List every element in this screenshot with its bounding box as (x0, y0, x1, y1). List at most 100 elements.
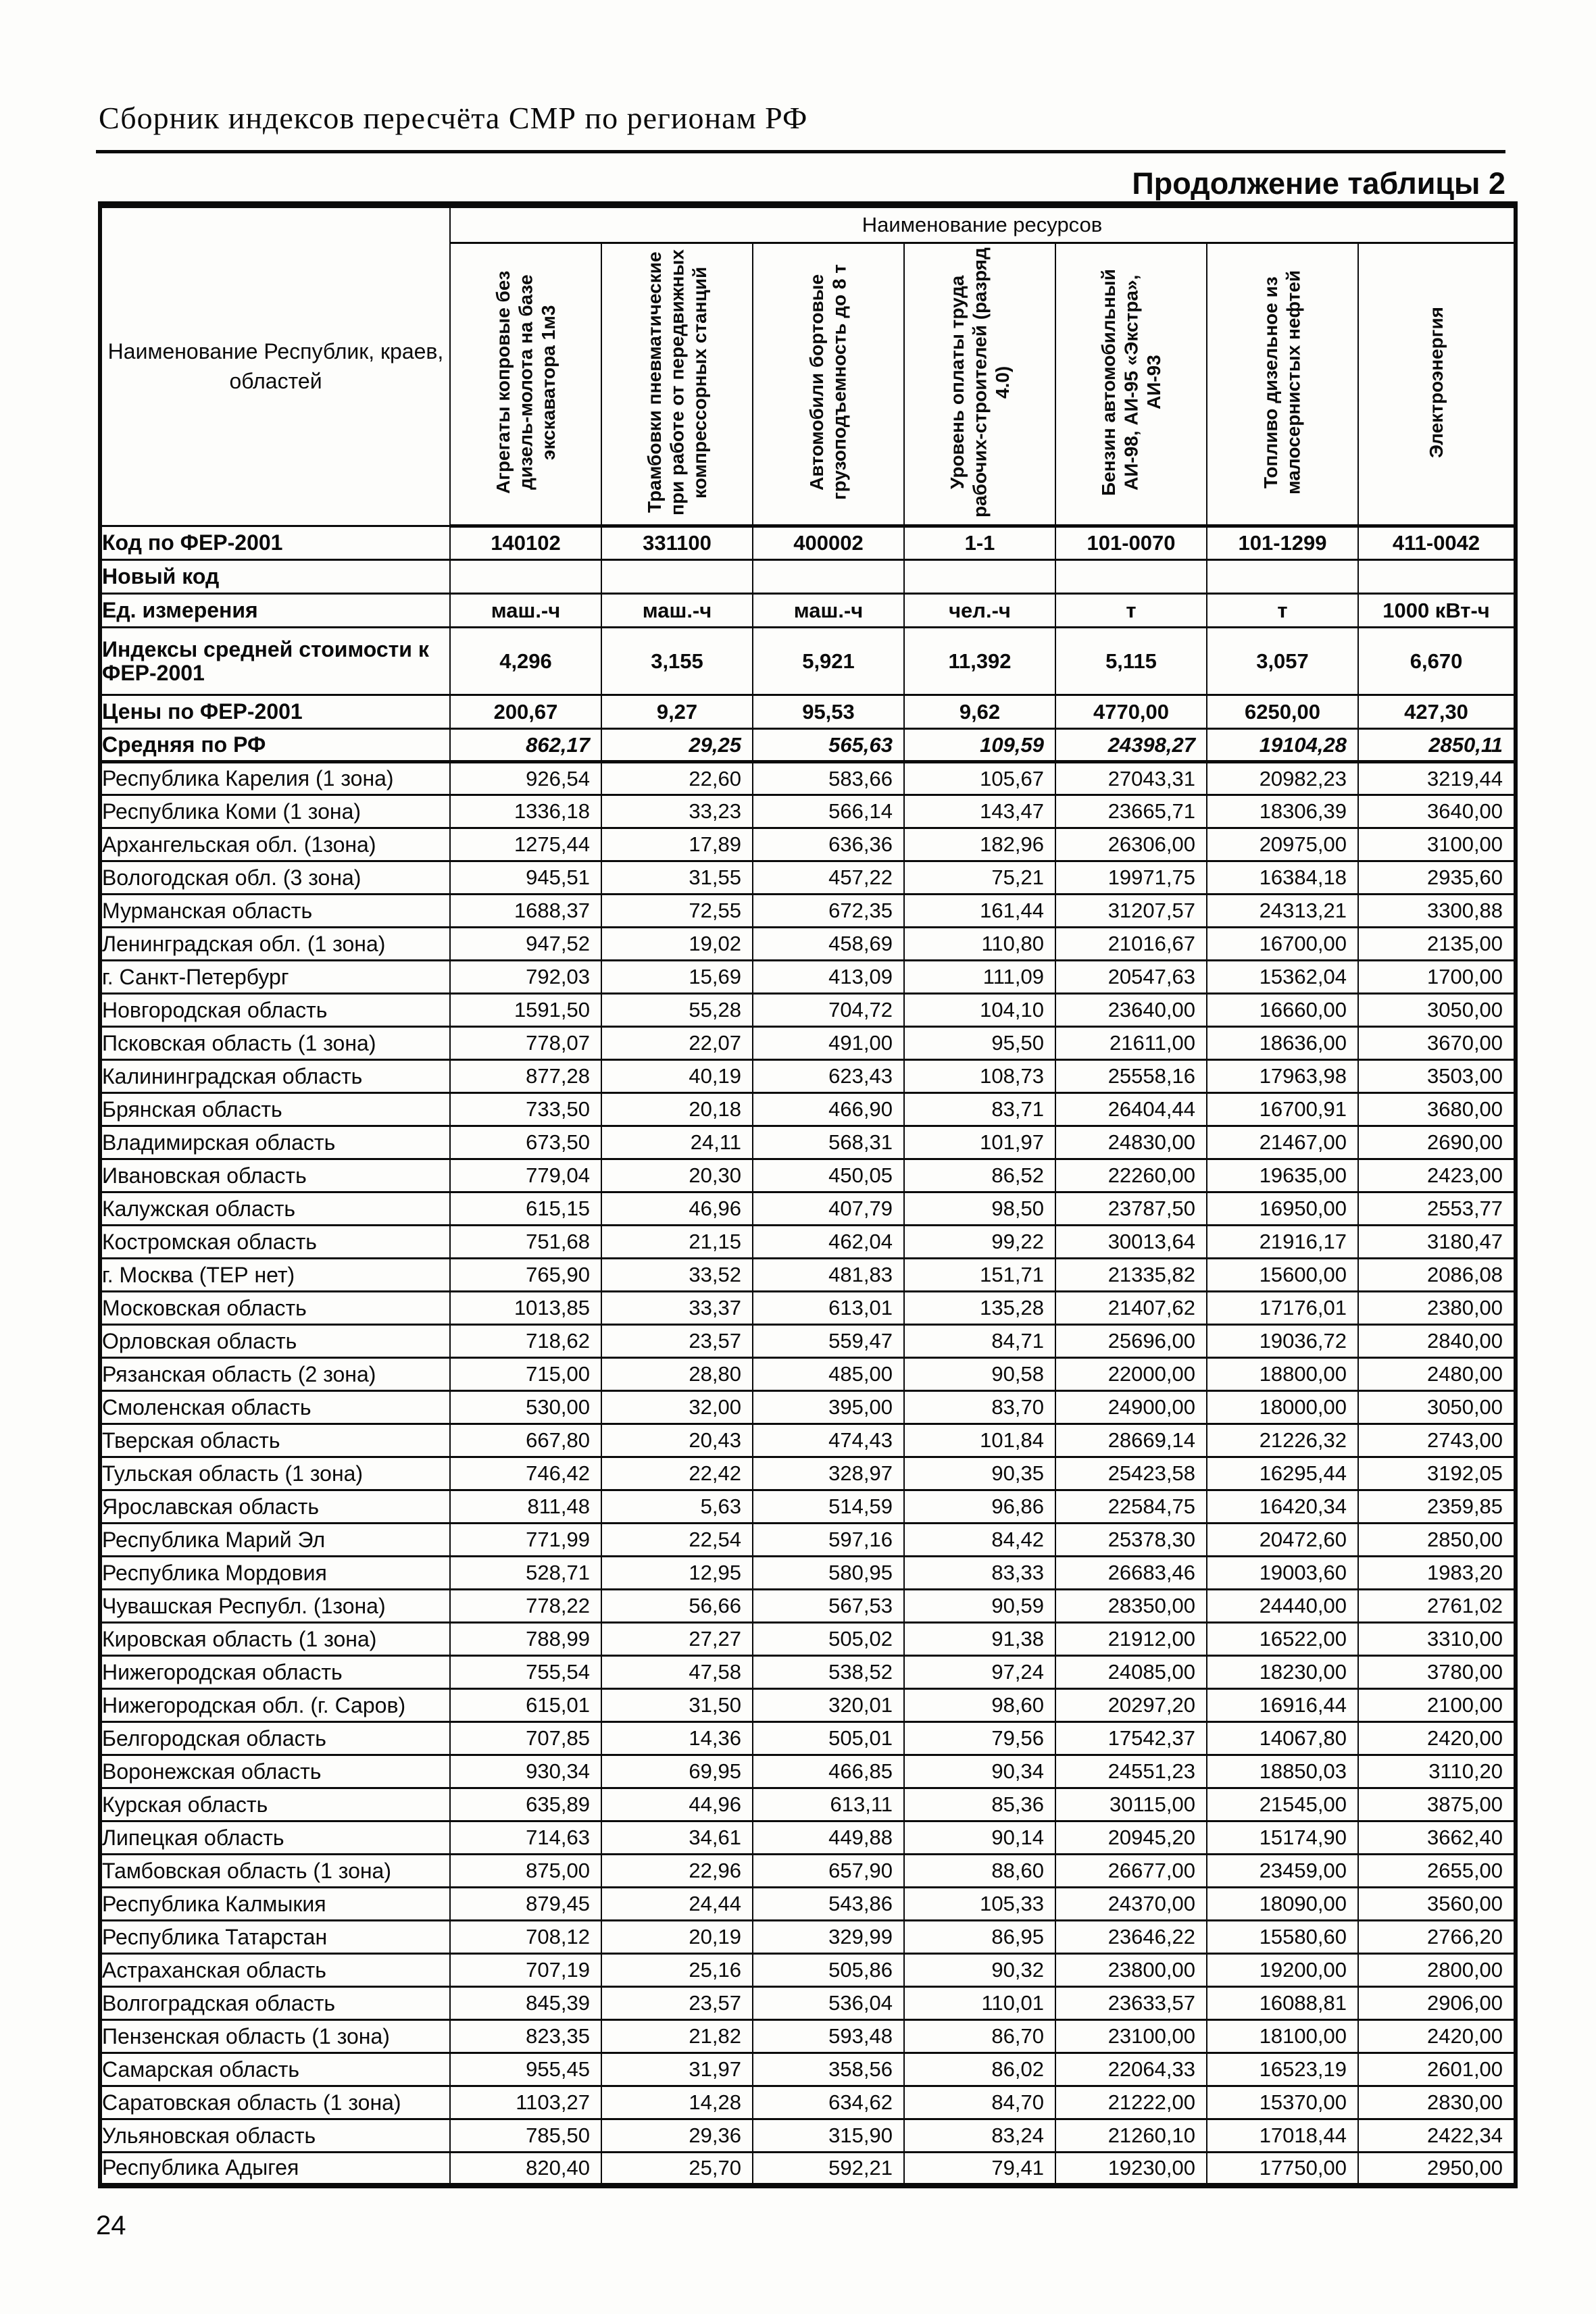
row-label: Код по ФЕР-2001 (99, 525, 451, 561)
region-name: Республика Калмыкия (99, 1886, 451, 1921)
cell-value: 109,59 (903, 728, 1056, 763)
cell-value: 875,00 (449, 1853, 602, 1888)
cell-value: 623,43 (752, 1059, 905, 1094)
cell-value: 84,70 (903, 2085, 1056, 2120)
cell-value: 55,28 (601, 992, 753, 1028)
cell-value: 462,04 (752, 1224, 905, 1259)
cell-value: 2935,60 (1357, 860, 1517, 895)
cell-value: 19230,00 (1055, 2151, 1207, 2186)
cell-value: 930,34 (449, 1754, 602, 1789)
cell-value: 16950,00 (1206, 1191, 1359, 1226)
cell-value: 33,37 (601, 1290, 753, 1326)
cell-value: 1591,50 (449, 992, 602, 1028)
cell-value: 28,80 (601, 1357, 753, 1392)
cell-value: 24,11 (601, 1125, 753, 1160)
cell-value: 2380,00 (1357, 1290, 1517, 1326)
cell-value: 20547,63 (1055, 959, 1207, 995)
cell-value: 85,36 (903, 1787, 1056, 1822)
cell-value: 33,52 (601, 1257, 753, 1292)
cell-value: 450,05 (752, 1158, 905, 1193)
cell-value: чел.-ч (903, 593, 1056, 628)
cell-value: 18090,00 (1206, 1886, 1359, 1921)
cell-value: 955,45 (449, 2052, 602, 2087)
region-name: Липецкая область (99, 1820, 451, 1855)
name-column-header: Наименование Республик, краев, областей (99, 204, 451, 527)
cell-value: 1336,18 (449, 794, 602, 829)
cell-value: 6250,00 (1206, 694, 1359, 730)
cell-value: 21,15 (601, 1224, 753, 1259)
cell-value: 715,00 (449, 1357, 602, 1392)
cell-value: 667,80 (449, 1423, 602, 1458)
cell-value: 2906,00 (1357, 1986, 1517, 2021)
cell-value: 9,27 (601, 694, 753, 730)
cell-value: 2850,00 (1357, 1522, 1517, 1557)
cell-value: 862,17 (449, 728, 602, 763)
cell-value: 615,15 (449, 1191, 602, 1226)
cell-value: 3875,00 (1357, 1787, 1517, 1822)
region-name: Нижегородская обл. (г. Саров) (99, 1688, 451, 1723)
region-name: Кировская область (1 зона) (99, 1621, 451, 1657)
table-row: Саратовская область (1 зона) 1103,27 14,28… (99, 2085, 1517, 2120)
region-name: Калининградская область (99, 1059, 451, 1094)
cell-value: 17018,44 (1206, 2118, 1359, 2153)
cell-value: 90,35 (903, 1456, 1056, 1491)
cell-value: 21260,10 (1055, 2118, 1207, 2153)
cell-value: 413,09 (752, 959, 905, 995)
cell-value: 15580,60 (1206, 1919, 1359, 1955)
cell-value: 635,89 (449, 1787, 602, 1822)
cell-value: 6,670 (1357, 626, 1517, 696)
cell-value: 567,53 (752, 1588, 905, 1624)
cell-value: 84,71 (903, 1324, 1056, 1359)
row-label: Индексы средней стоимости к ФЕР-2001 (99, 626, 451, 696)
cell-value: 25378,30 (1055, 1522, 1207, 1557)
table-row: Калининградская область 877,28 40,19 623,43… (99, 1059, 1517, 1094)
cell-value: 17542,37 (1055, 1721, 1207, 1756)
table-row: Республика Марий Эл 771,99 22,54 597,16 84,4… (99, 1522, 1517, 1557)
cell-value: 18100,00 (1206, 2019, 1359, 2054)
cell-value: 3310,00 (1357, 1621, 1517, 1657)
cell-value: 3503,00 (1357, 1059, 1517, 1094)
table-row: Нижегородская область 755,54 47,58 538,52 97… (99, 1655, 1517, 1690)
table-row: Республика Коми (1 зона) 1336,18 33,23 566,… (99, 794, 1517, 829)
cell-value: 30013,64 (1055, 1224, 1207, 1259)
cell-value: 707,85 (449, 1721, 602, 1756)
cell-value: 24085,00 (1055, 1655, 1207, 1690)
column-header-label: Агрегаты копровые без дизель-молота на б… (492, 270, 559, 495)
cell-value (752, 559, 905, 595)
table-row: Республика Татарстан 708,12 20,19 329,99 86,… (99, 1919, 1517, 1955)
cell-value: 474,43 (752, 1423, 905, 1458)
cell-value: 101,84 (903, 1423, 1056, 1458)
region-name: Псковская область (1 зона) (99, 1026, 451, 1061)
cell-value: 331100 (601, 525, 753, 561)
cell-value: 15,69 (601, 959, 753, 995)
region-name: Архангельская обл. (1зона) (99, 827, 451, 862)
cell-value: 20945,20 (1055, 1820, 1207, 1855)
region-name: Воронежская область (99, 1754, 451, 1789)
cell-value: 86,70 (903, 2019, 1056, 2054)
cell-value: 5,921 (752, 626, 905, 696)
cell-value: 3219,44 (1357, 761, 1517, 796)
cell-value: 26404,44 (1055, 1092, 1207, 1127)
cell-value (1055, 559, 1207, 595)
cell-value: 21222,00 (1055, 2085, 1207, 2120)
cell-value: 2423,00 (1357, 1158, 1517, 1193)
cell-value: 2766,20 (1357, 1919, 1517, 1955)
table-row: Самарская область 955,45 31,97 358,56 86,02 2… (99, 2052, 1517, 2087)
cell-value: 88,60 (903, 1853, 1056, 1888)
cell-value: 101-0070 (1055, 525, 1207, 561)
table-row: Костромская область 751,68 21,15 462,04 99,2… (99, 1224, 1517, 1259)
cell-value: 21611,00 (1055, 1026, 1207, 1061)
cell-value: 788,99 (449, 1621, 602, 1657)
cell-value: 580,95 (752, 1555, 905, 1590)
cell-value: 947,52 (449, 926, 602, 961)
cell-value: 1013,85 (449, 1290, 602, 1326)
cell-value: 21545,00 (1206, 1787, 1359, 1822)
region-name: Тульская область (1 зона) (99, 1456, 451, 1491)
cell-value: 20297,20 (1055, 1688, 1207, 1723)
cell-value: 15600,00 (1206, 1257, 1359, 1292)
cell-value: 657,90 (752, 1853, 905, 1888)
cell-value: 3,155 (601, 626, 753, 696)
cell-value: 32,00 (601, 1390, 753, 1425)
column-header-6: Топливо дизельное из малосернистых нефте… (1206, 242, 1359, 528)
cell-value: 565,63 (752, 728, 905, 763)
